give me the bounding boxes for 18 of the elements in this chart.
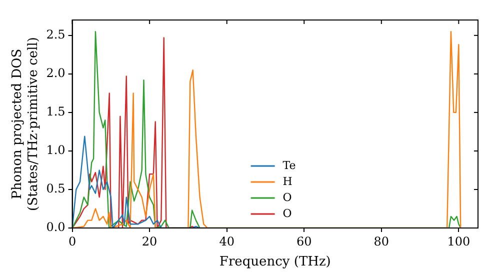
- y-tick-label: 2.5: [46, 28, 66, 42]
- x-tick-label: 0: [68, 234, 76, 248]
- y-tick-label: 0.5: [46, 182, 66, 196]
- y-tick-label: 1.0: [46, 143, 66, 158]
- x-tick-label: 60: [296, 234, 312, 248]
- y-tick-label: 2.0: [46, 66, 66, 80]
- x-tick-label: 80: [374, 234, 390, 248]
- y-tick-label: 0.0: [46, 220, 66, 234]
- legend-label: O: [282, 190, 292, 204]
- x-tick-label: 40: [219, 234, 234, 248]
- legend-label: H: [282, 174, 292, 188]
- y-tick-label: 1.5: [46, 104, 66, 119]
- y-axis-title: Phonon projected DOS (States/THz·primitive cell): [10, 36, 41, 212]
- x-tick-label: 20: [142, 234, 158, 248]
- legend-label: O: [282, 206, 292, 220]
- legend-label: Te: [282, 158, 296, 172]
- x-axis-title: Frequency (THz): [219, 254, 331, 270]
- x-tick-label: 100: [447, 234, 470, 248]
